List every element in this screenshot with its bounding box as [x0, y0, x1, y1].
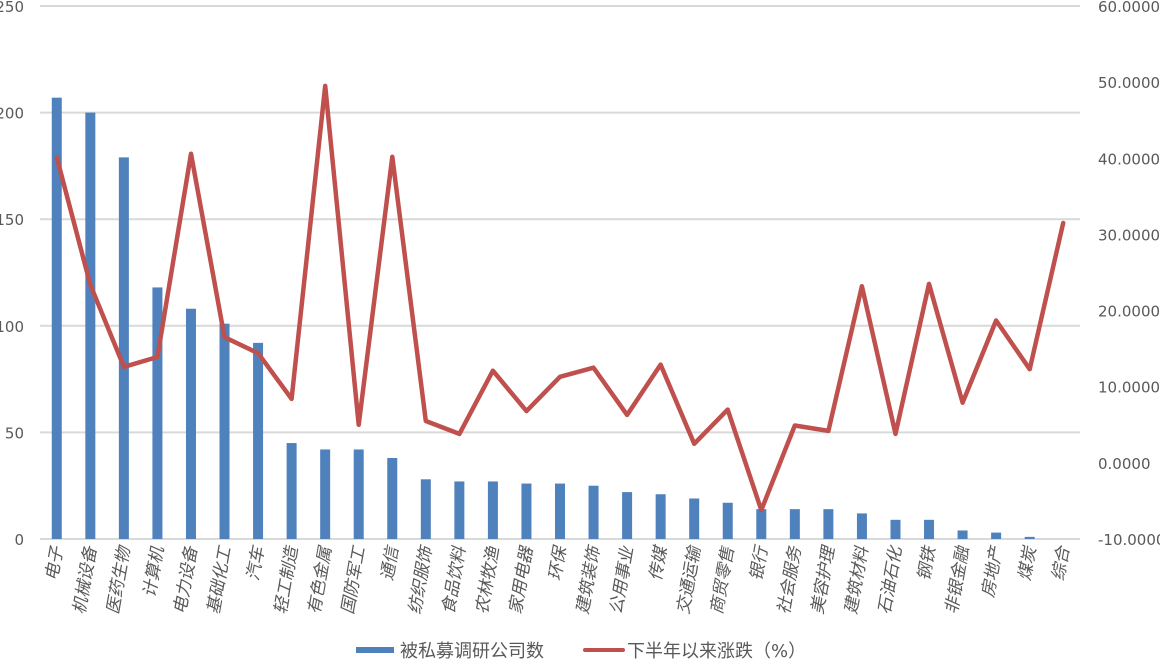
right-axis: -10.0000 0.0000 10.0000 20.0000 30.0000 40.00… [1098, 0, 1160, 549]
legend: 被私募调研公司数 下半年以来涨跌（%） [0, 636, 1160, 664]
category-label: 煤炭 [1015, 543, 1041, 582]
bar [152, 287, 163, 539]
bar [51, 97, 62, 540]
bar [487, 481, 498, 539]
line-swatch-icon [583, 648, 625, 652]
category-label: 传媒 [646, 542, 672, 582]
bar [823, 509, 834, 539]
bar [890, 519, 901, 539]
category-label: 钢铁 [914, 543, 940, 582]
gridlines [40, 5, 1080, 540]
category-label: 食品饮料 [439, 544, 471, 615]
bar [756, 509, 767, 539]
category-label: 商贸零售 [707, 543, 739, 615]
category-label: 基础化工 [204, 543, 236, 615]
category-label: 医药生物 [103, 542, 135, 615]
bar [991, 532, 1002, 539]
right-tick-label: -10.0000 [1098, 531, 1160, 549]
right-tick-label: 40.0000 [1098, 150, 1160, 168]
bar [957, 530, 968, 539]
bar [521, 483, 532, 539]
legend-item-line: 下半年以来涨跌（%） [583, 636, 806, 664]
category-axis: 电子 机械设备 医药生物 计算机 电力设备 基础化工 汽车 轻工制造 有色金属 国防军工 通信 纺织服… [42, 542, 1074, 615]
category-label: 房地产 [979, 543, 1008, 599]
category-label: 交通运输 [674, 542, 706, 615]
right-tick-label: 10.0000 [1098, 379, 1160, 397]
legend-bar-label: 被私募调研公司数 [400, 641, 544, 662]
bar [789, 509, 800, 539]
bar [689, 498, 700, 539]
category-label: 通信 [378, 543, 404, 582]
bar [118, 157, 129, 539]
bar [253, 342, 264, 539]
category-label: 国防军工 [338, 543, 370, 615]
category-label: 汽车 [243, 543, 269, 582]
category-label: 石油石化 [875, 543, 907, 615]
bar [555, 483, 565, 539]
category-label: 电子 [42, 544, 68, 582]
bar [588, 485, 599, 539]
left-tick-label: 50 [5, 424, 24, 442]
category-label: 有色金属 [305, 543, 337, 615]
bar [622, 492, 633, 539]
left-tick-label: 200 [0, 105, 24, 123]
bar-swatch-icon [356, 647, 394, 653]
left-axis: 0 50 100 150 200 250 [0, 0, 24, 549]
bar [655, 494, 666, 539]
category-label: 计算机 [140, 544, 169, 599]
bar [219, 323, 230, 539]
bar [420, 479, 431, 539]
bar [387, 457, 398, 539]
bar [856, 513, 867, 539]
left-tick-label: 250 [0, 0, 24, 16]
right-tick-label: 0.0000 [1098, 455, 1151, 473]
category-label: 农林牧渔 [472, 544, 504, 615]
bar [353, 449, 364, 539]
right-tick-label: 20.0000 [1098, 303, 1160, 321]
category-label: 建筑装饰 [573, 542, 605, 615]
bar [722, 502, 733, 539]
bar [286, 443, 297, 539]
category-label: 社会服务 [774, 543, 806, 615]
left-tick-label: 150 [0, 211, 24, 229]
right-tick-label: 60.0000 [1098, 0, 1160, 16]
category-label: 建筑材料 [841, 544, 873, 615]
category-label: 家用电器 [506, 543, 538, 615]
right-tick-label: 30.0000 [1098, 226, 1160, 244]
legend-line-label: 下半年以来涨跌（%） [627, 641, 807, 662]
category-label: 纺织服饰 [405, 542, 437, 615]
category-label: 非银金融 [942, 543, 974, 615]
category-label: 机械设备 [70, 543, 102, 615]
left-tick-label: 100 [0, 318, 24, 336]
bar [924, 519, 935, 539]
bar [1024, 536, 1035, 539]
bar [454, 481, 465, 539]
left-tick-label: 0 [14, 531, 24, 549]
category-label: 轻工制造 [271, 543, 303, 615]
right-tick-label: 50.0000 [1098, 74, 1160, 92]
category-label: 公用事业 [607, 543, 639, 615]
category-label: 环保 [545, 543, 571, 582]
line [54, 83, 1066, 513]
legend-item-bar: 被私募调研公司数 [356, 636, 544, 664]
bar [185, 308, 196, 539]
bar [320, 449, 331, 539]
category-label: 综合 [1049, 543, 1075, 582]
category-label: 美容护理 [808, 543, 840, 615]
line-series [54, 83, 1066, 513]
category-label: 银行 [747, 542, 773, 582]
bar-series [51, 97, 1035, 540]
bar [85, 112, 96, 539]
category-label: 电力设备 [170, 543, 202, 615]
